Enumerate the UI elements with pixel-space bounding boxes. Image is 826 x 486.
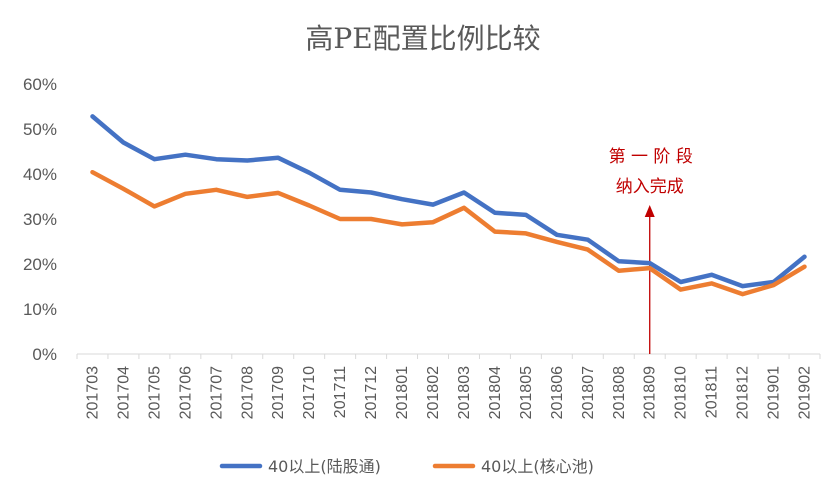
x-tick-label: 201805 xyxy=(518,366,535,419)
x-tick-label: 201710 xyxy=(301,366,318,419)
y-tick-label: 20% xyxy=(23,255,57,274)
x-tick-label: 201901 xyxy=(766,366,783,419)
y-tick-label: 50% xyxy=(23,120,57,139)
y-tick-label: 30% xyxy=(23,210,57,229)
y-axis: 0% 10% 20% 30% 40% 50% 60% xyxy=(23,75,57,364)
annotation-text-line1: 第 一 阶 段 xyxy=(609,147,693,167)
x-tick-label: 201808 xyxy=(611,366,628,419)
x-tick-label: 201708 xyxy=(239,366,256,419)
series-line-1 xyxy=(90,114,807,289)
x-axis: 201703 201704 201705 201706 201707 201708 2017… xyxy=(76,354,821,419)
x-tick-label: 201809 xyxy=(642,366,659,419)
x-tick-label: 201812 xyxy=(735,366,752,419)
x-tick-label: 201801 xyxy=(394,366,411,419)
y-tick-label: 0% xyxy=(32,345,57,364)
chart-title: 高PE配置比例比较 xyxy=(305,22,540,55)
legend-label: 40以上(核心池) xyxy=(481,457,594,476)
x-tick-label: 201705 xyxy=(146,366,163,419)
y-tick-label: 60% xyxy=(23,75,57,94)
x-tick-label: 201707 xyxy=(208,366,225,419)
x-tick-label: 201711 xyxy=(332,366,349,418)
x-tick-label: 201704 xyxy=(115,366,132,419)
x-tick-label: 201807 xyxy=(580,366,597,419)
annotation-text-line2: 纳入完成 xyxy=(616,177,684,197)
x-tick-label: 201811 xyxy=(704,366,721,418)
x-tick-label: 201803 xyxy=(456,366,473,419)
x-tick-label: 201712 xyxy=(363,366,380,419)
x-tick-label: 201806 xyxy=(549,366,566,419)
legend-label: 40以上(陆股通) xyxy=(268,457,381,476)
x-tick-label: 201902 xyxy=(797,366,814,419)
annotation-arrow-head xyxy=(644,205,655,217)
x-tick-label: 201709 xyxy=(270,366,287,419)
series-group xyxy=(90,114,807,297)
annotation: 第 一 阶 段 纳入完成 xyxy=(609,147,693,354)
series-line-2 xyxy=(90,169,807,297)
x-tick-label: 201810 xyxy=(673,366,690,419)
y-tick-label: 40% xyxy=(23,165,57,184)
y-tick-label: 10% xyxy=(23,300,57,319)
legend: 40以上(陆股通) 40以上(核心池) xyxy=(219,457,594,476)
x-tick-label: 201703 xyxy=(84,366,101,419)
x-tick-label: 201804 xyxy=(487,366,504,419)
x-tick-label: 201706 xyxy=(177,366,194,419)
x-tick-label: 201802 xyxy=(425,366,442,419)
